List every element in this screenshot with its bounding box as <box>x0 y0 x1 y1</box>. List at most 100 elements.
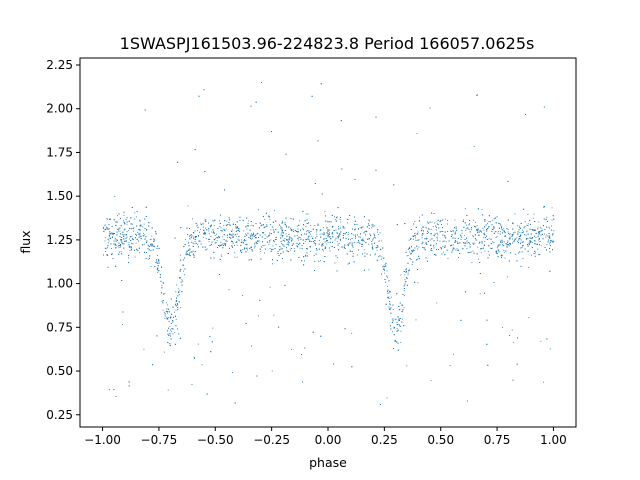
data-point <box>419 216 420 218</box>
data-point <box>410 238 412 240</box>
data-point <box>454 240 456 242</box>
data-point <box>416 133 418 134</box>
data-point <box>315 243 317 245</box>
data-point <box>148 249 150 251</box>
data-point <box>438 227 440 229</box>
data-point <box>131 223 133 225</box>
data-point <box>493 218 495 220</box>
data-point <box>520 265 522 267</box>
data-point <box>157 271 159 273</box>
data-point <box>541 230 543 232</box>
data-point <box>154 266 156 267</box>
data-point <box>250 224 252 226</box>
data-point <box>250 235 252 237</box>
data-point <box>328 229 330 231</box>
data-point <box>123 234 125 236</box>
data-point <box>539 231 541 233</box>
data-point <box>301 245 303 246</box>
data-point <box>409 246 410 248</box>
data-point <box>251 234 253 236</box>
data-point <box>546 244 548 245</box>
data-point <box>225 224 227 226</box>
data-point <box>231 230 233 232</box>
data-point <box>245 251 247 253</box>
data-point <box>146 229 148 231</box>
data-point <box>390 328 392 330</box>
data-point <box>348 232 350 234</box>
data-point <box>139 252 140 254</box>
data-point <box>235 236 237 238</box>
data-point <box>484 292 485 294</box>
data-point <box>104 229 106 231</box>
data-point <box>436 236 438 238</box>
data-point <box>175 291 177 293</box>
data-point <box>311 235 313 237</box>
data-point <box>526 231 528 233</box>
data-point <box>229 219 231 221</box>
data-point <box>244 235 246 237</box>
data-point <box>368 219 370 221</box>
data-point <box>436 302 438 304</box>
data-point <box>253 234 255 235</box>
data-point <box>467 400 468 402</box>
data-point <box>406 277 408 278</box>
data-point <box>231 240 233 242</box>
data-point <box>473 236 475 238</box>
data-point <box>221 243 223 245</box>
data-point <box>128 246 130 248</box>
data-point <box>283 232 284 234</box>
data-point <box>229 233 231 235</box>
data-point <box>519 251 521 253</box>
data-point <box>411 246 412 248</box>
data-point <box>341 246 343 248</box>
data-point <box>319 240 321 241</box>
data-point <box>501 255 503 257</box>
y-tick-label: 0.50 <box>46 364 73 378</box>
data-point <box>512 379 514 381</box>
data-point <box>519 236 521 237</box>
data-point <box>484 250 486 252</box>
data-point <box>467 252 469 253</box>
data-point <box>129 227 131 229</box>
data-point <box>290 259 292 261</box>
data-point <box>389 297 391 299</box>
data-point <box>444 231 446 233</box>
y-tick-label: 2.25 <box>46 58 73 72</box>
data-point <box>200 222 202 224</box>
data-point <box>531 247 533 248</box>
data-point <box>404 223 406 225</box>
data-point <box>386 290 388 292</box>
data-point <box>442 240 444 242</box>
data-point <box>417 258 419 260</box>
data-point <box>146 229 148 230</box>
data-point <box>516 260 518 262</box>
data-point <box>520 227 522 229</box>
data-point <box>439 231 441 233</box>
data-point <box>106 226 108 228</box>
data-point <box>531 254 533 256</box>
data-point <box>352 246 354 248</box>
data-point <box>224 243 226 245</box>
data-point <box>522 258 524 260</box>
data-point <box>261 236 263 238</box>
data-point <box>112 258 114 260</box>
data-point <box>126 236 128 238</box>
data-point <box>430 228 432 230</box>
data-point <box>369 254 371 256</box>
data-point <box>168 317 170 318</box>
data-point <box>241 241 243 243</box>
data-point <box>381 273 382 275</box>
data-point <box>326 232 328 234</box>
data-point <box>192 250 194 252</box>
data-point <box>218 236 220 238</box>
data-point <box>337 236 339 238</box>
data-point <box>444 236 446 238</box>
data-point <box>272 263 273 265</box>
data-point <box>290 229 292 231</box>
data-point <box>427 230 429 232</box>
data-point <box>106 253 108 255</box>
data-point <box>452 237 454 239</box>
data-point <box>402 309 404 311</box>
data-point <box>430 248 432 249</box>
data-point <box>301 354 302 356</box>
